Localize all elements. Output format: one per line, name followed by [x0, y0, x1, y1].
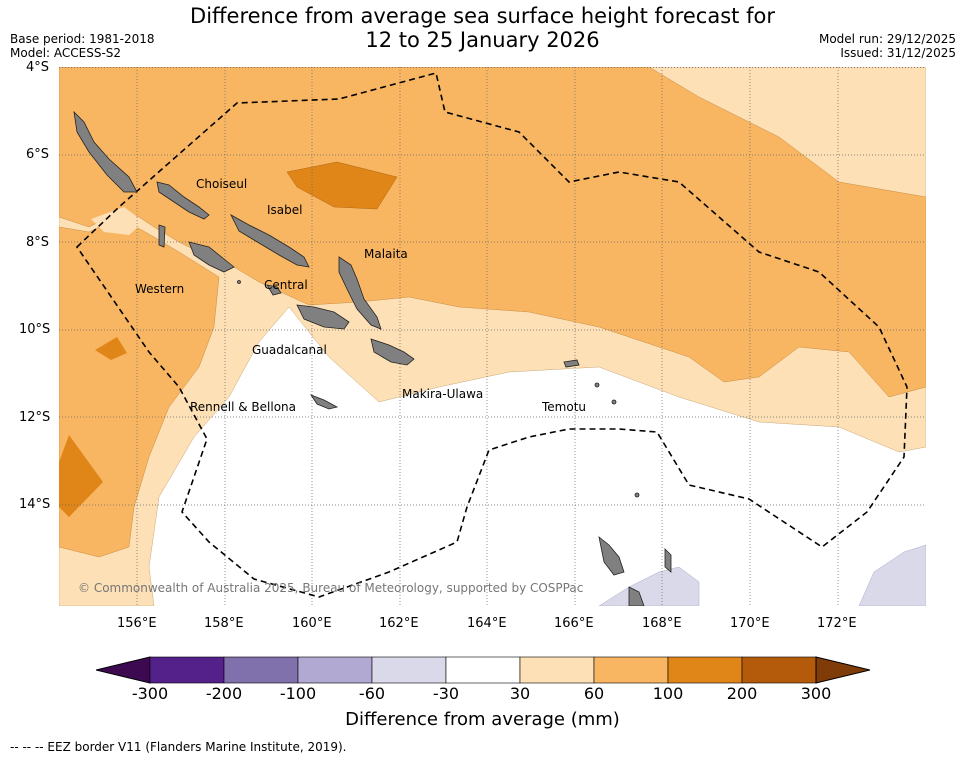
region-choiseul: Choiseul [196, 177, 247, 191]
lat-label-12s: 12°S [19, 410, 51, 425]
lon-label-172e: 172°E [817, 616, 857, 631]
colorbar-tick-300: 300 [800, 684, 832, 703]
region-makira-ulawa: Makira-Ulawa [402, 387, 483, 401]
colorbar-extend-max [815, 656, 871, 684]
island-new-georgia [188, 241, 235, 273]
lon-label-164e: 164°E [467, 616, 507, 631]
map-title-line2: 12 to 25 January 2026 [365, 28, 600, 52]
island-vella [158, 224, 166, 248]
eez-legend-text: -- -- -- EEZ border V11 (Flanders Marine… [10, 740, 347, 754]
island-guadalcanal [296, 304, 350, 330]
anomaly-band-60-100 [59, 67, 926, 398]
colorbar-tick-100: 100 [652, 684, 684, 703]
region-malaita: Malaita [364, 247, 408, 261]
colorbar-seg-30-60 [519, 656, 595, 684]
island-vanuatu-3 [664, 548, 672, 573]
island-central [266, 284, 282, 296]
eez-border [75, 72, 908, 598]
lat-label-4s: 4°S [26, 60, 50, 75]
sea-height-map: Choiseul Isabel Malaita Western Central … [59, 67, 926, 606]
colorbar-title: Difference from average (mm) [345, 709, 620, 730]
island-malaita [338, 256, 382, 330]
colorbar-seg-m100-m60 [297, 656, 373, 684]
lon-label-156e: 156°E [117, 616, 157, 631]
issued-text: Issued: 31/12/2025 [840, 46, 956, 60]
lat-label-10s: 10°S [19, 322, 51, 337]
region-temotu: Temotu [541, 400, 586, 414]
lon-label-158e: 158°E [204, 616, 244, 631]
colorbar-tick-m60: -60 [358, 684, 386, 703]
island-tiny-1 [237, 280, 241, 284]
colorbar-seg-m300-m200 [149, 656, 225, 684]
colorbar-seg-200-300 [741, 656, 817, 684]
island-rennell [309, 394, 339, 410]
colorbar-tick-30: 30 [509, 684, 531, 703]
lat-label-14s: 14°S [19, 497, 51, 512]
island-santa-cruz [563, 359, 580, 368]
base-period-text: Base period: 1981-2018 [10, 32, 155, 46]
lon-label-170e: 170°E [730, 616, 770, 631]
map-title-line1: Difference from average sea surface heig… [190, 4, 775, 28]
colorbar-tick-m300: -300 [131, 684, 169, 703]
copyright-text: © Commonwealth of Australia 2025, Bureau… [78, 581, 583, 595]
colorbar [95, 656, 871, 684]
lon-label-160e: 160°E [292, 616, 332, 631]
region-guadalcanal: Guadalcanal [252, 343, 327, 357]
model-text: Model: ACCESS-S2 [10, 46, 122, 60]
region-central: Central [264, 278, 308, 292]
colorbar-seg-60-100 [593, 656, 669, 684]
lon-label-166e: 166°E [554, 616, 594, 631]
island-isabel [230, 214, 310, 268]
lon-label-168e: 168°E [642, 616, 682, 631]
lat-label-8s: 8°S [26, 235, 50, 250]
island-vanuatu-1 [598, 536, 625, 576]
island-vanuatu-2 [628, 586, 645, 606]
colorbar-tick-200: 200 [726, 684, 758, 703]
colorbar-extend-min [95, 656, 151, 684]
colorbar-tick-m30: -30 [432, 684, 460, 703]
anomaly-patch-30-60 [91, 207, 144, 235]
island-makira [370, 338, 415, 366]
anomaly-patch-100-200-small [95, 337, 127, 360]
colorbar-tick-60: 60 [583, 684, 605, 703]
anomaly-patch-100-200-west [59, 435, 103, 517]
anomaly-patch-neg-30-60-east [858, 544, 926, 606]
island-tiny-3 [611, 399, 617, 405]
model-run-text: Model run: 29/12/2025 [818, 32, 956, 46]
island-choiseul [156, 181, 210, 220]
colorbar-seg-m200-m100 [223, 656, 299, 684]
colorbar-tick-m200: -200 [205, 684, 243, 703]
colorbar-seg-m60-m30 [371, 656, 447, 684]
colorbar-tick-m100: -100 [279, 684, 317, 703]
island-bougainville [73, 110, 138, 193]
colorbar-seg-100-200 [667, 656, 743, 684]
island-tiny-2 [594, 382, 600, 388]
lat-label-6s: 6°S [26, 147, 50, 162]
colorbar-seg-m30-30 [445, 656, 521, 684]
region-western: Western [135, 282, 184, 296]
anomaly-patch-100-200-north [286, 161, 398, 210]
lon-label-162e: 162°E [379, 616, 419, 631]
region-rennell-bellona: Rennell & Bellona [190, 400, 296, 414]
region-isabel: Isabel [267, 203, 302, 217]
island-tiny-4 [634, 492, 640, 498]
